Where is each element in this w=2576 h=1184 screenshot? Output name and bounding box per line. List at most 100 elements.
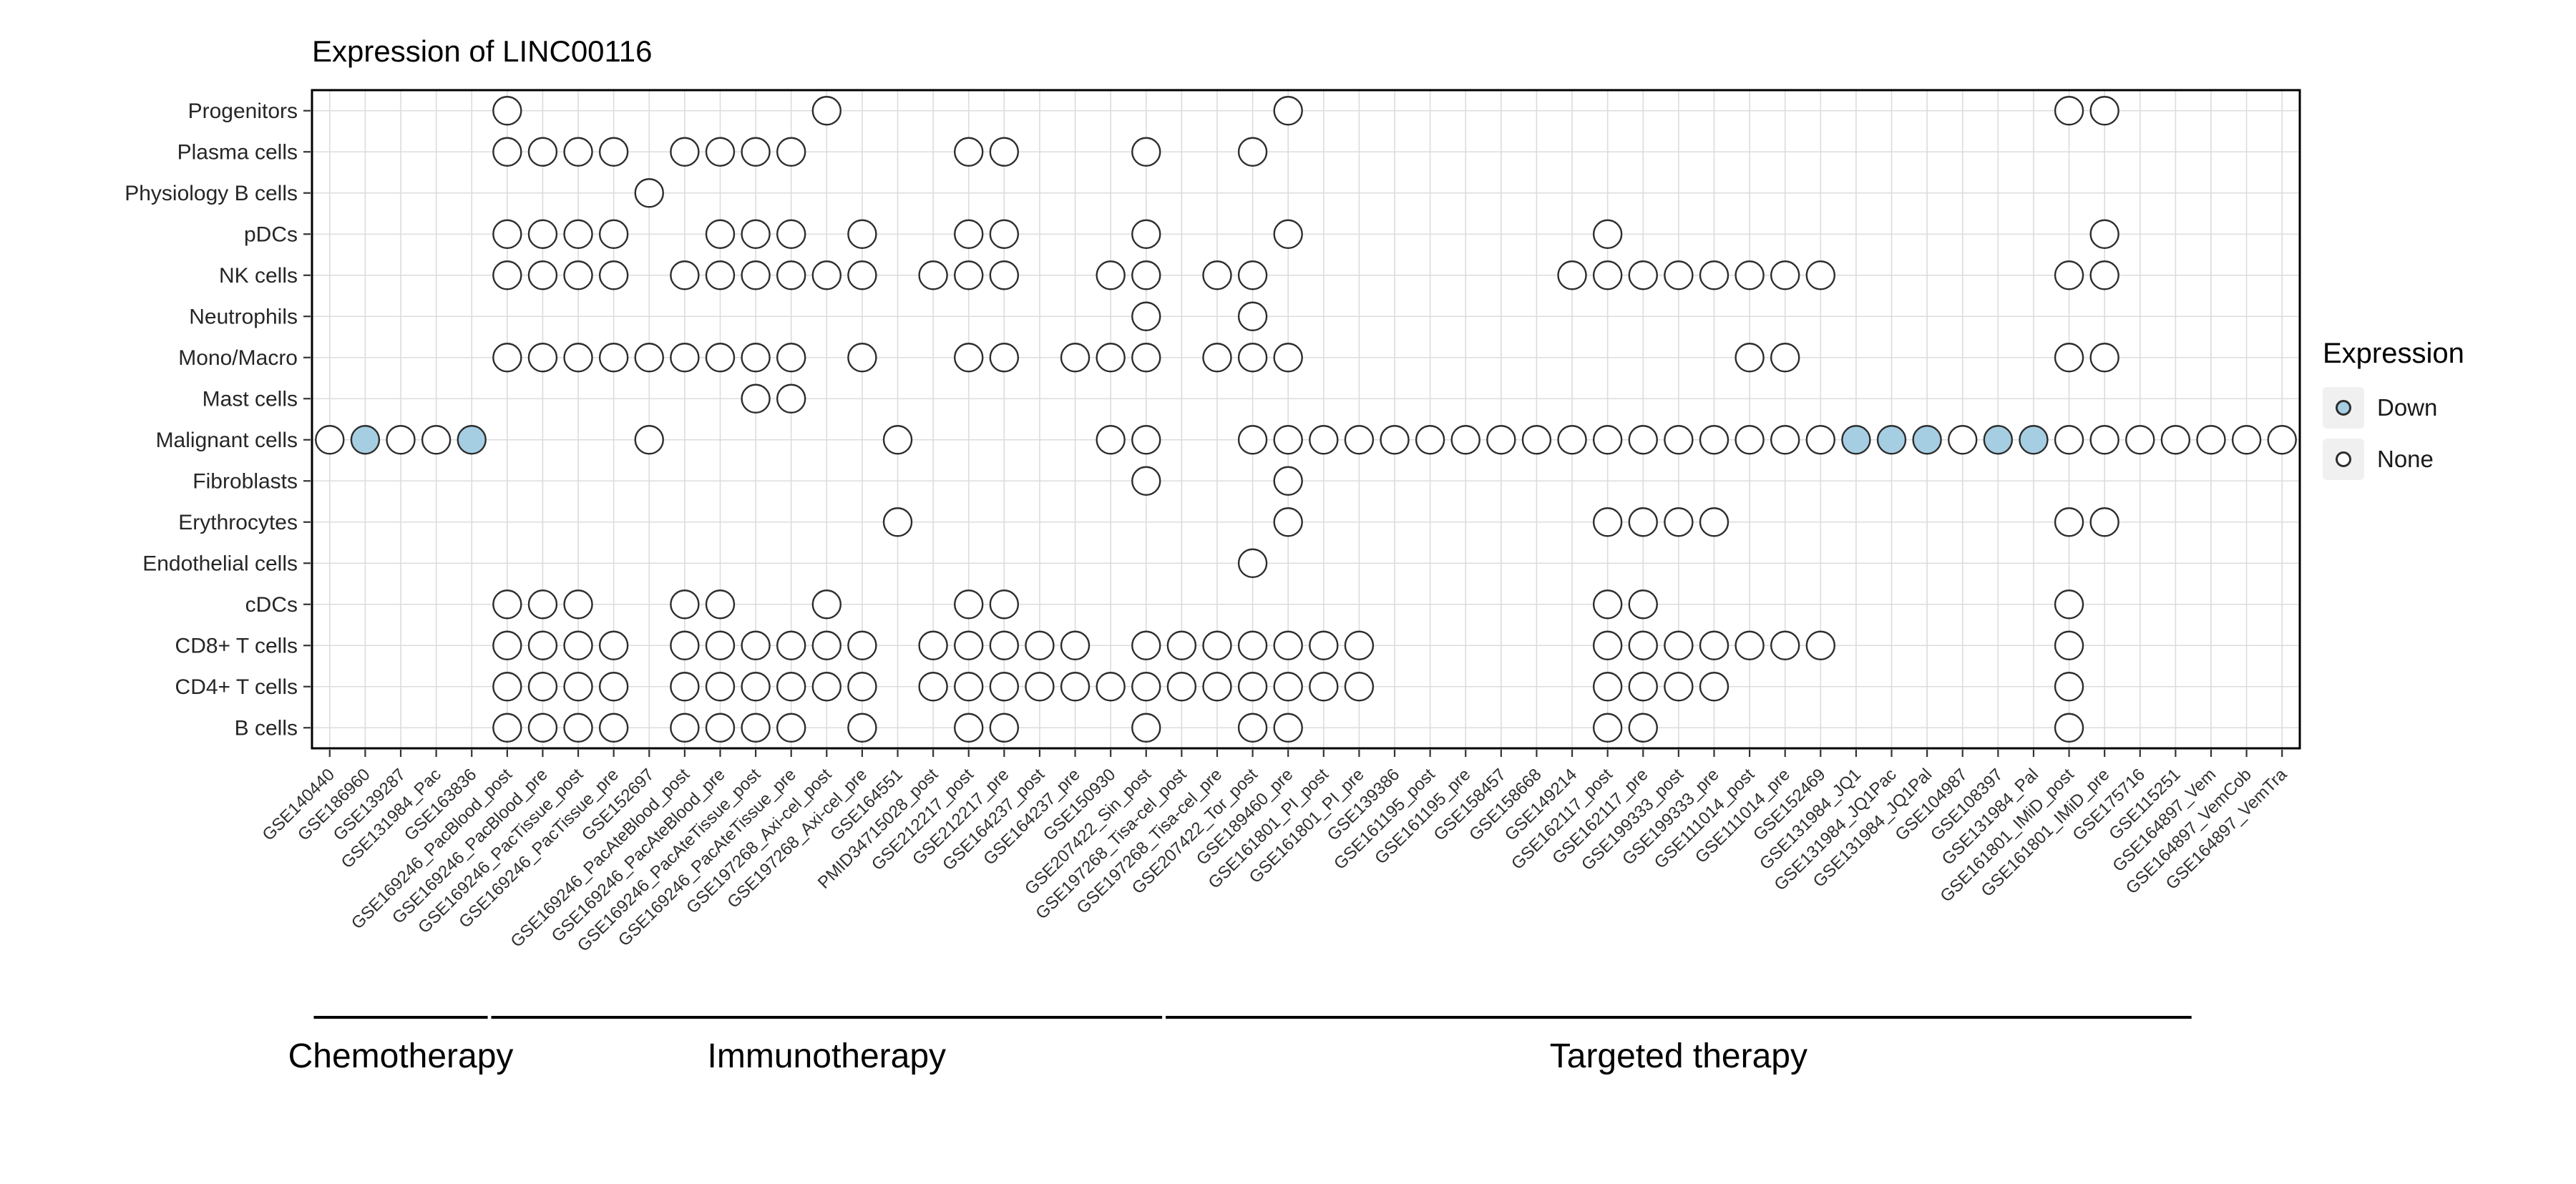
expression-dot-none [1699, 260, 1729, 290]
expression-dot-none [954, 672, 984, 702]
expression-dot-none [1557, 260, 1587, 290]
expression-dot-none [705, 630, 736, 660]
expression-dot-none [954, 713, 984, 743]
y-axis-label: Mono/Macro [178, 346, 298, 370]
none-dot-icon [2336, 451, 2351, 467]
y-axis-label: CD8+ T cells [175, 634, 298, 657]
expression-dot-none [1237, 301, 1268, 331]
expression-dot-none [2267, 425, 2297, 455]
expression-dot-none [527, 343, 558, 373]
expression-dot-none [776, 343, 806, 373]
expression-dot-none [1131, 713, 1161, 743]
expression-dot-none [598, 260, 629, 290]
expression-dot-none [527, 137, 558, 167]
expression-dot-none [741, 343, 771, 373]
legend-key [2323, 439, 2364, 480]
expression-dot-none [1450, 425, 1480, 455]
expression-dot-none [1131, 260, 1161, 290]
expression-dot-none [670, 343, 700, 373]
y-axis-label: NK cells [219, 264, 298, 288]
expression-dot-none [776, 383, 806, 414]
expression-dot-none [918, 260, 948, 290]
expression-dot-none [1060, 630, 1091, 660]
expression-dot-none [492, 672, 522, 702]
expression-dot-none [492, 96, 522, 126]
expression-dot-none [741, 672, 771, 702]
expression-dot-none [954, 219, 984, 249]
expression-dot-none [1699, 630, 1729, 660]
expression-dot-none [847, 343, 877, 373]
expression-dot-none [1237, 137, 1268, 167]
expression-dot-none [1273, 672, 1303, 702]
expression-dot-none [1735, 343, 1765, 373]
expression-dot-none [563, 713, 593, 743]
expression-dot-none [2054, 507, 2084, 537]
expression-dot-none [2054, 425, 2084, 455]
legend-item-down: Down [2323, 387, 2464, 429]
expression-dot-down [2019, 425, 2049, 455]
expression-dot-none [989, 672, 1020, 702]
expression-dot-none [882, 425, 913, 455]
expression-dot-none [847, 672, 877, 702]
expression-dot-none [705, 137, 736, 167]
expression-dot-none [1699, 425, 1729, 455]
y-axis-label: Mast cells [203, 387, 298, 411]
expression-dot-none [563, 260, 593, 290]
expression-dot-down [1912, 425, 1942, 455]
y-axis-label: Endothelial cells [142, 552, 298, 575]
expression-dot-none [598, 343, 629, 373]
expression-dot-none [1592, 260, 1623, 290]
expression-dot-none [670, 672, 700, 702]
expression-dot-none [1202, 672, 1232, 702]
expression-dot-none [2125, 425, 2155, 455]
expression-dot-none [1060, 343, 1091, 373]
expression-dot-none [1273, 630, 1303, 660]
expression-dot-none [1948, 425, 1978, 455]
down-dot-icon [2336, 400, 2351, 416]
expression-dot-none [1380, 425, 1410, 455]
expression-dot-none [527, 219, 558, 249]
expression-dot-none [705, 589, 736, 620]
expression-dot-none [1237, 672, 1268, 702]
chart-title: Expression of LINC00116 [312, 34, 653, 68]
expression-dot-none [1096, 343, 1126, 373]
expression-dot-none [527, 630, 558, 660]
expression-dot-none [776, 219, 806, 249]
expression-dot-none [1805, 260, 1836, 290]
expression-dot-none [811, 96, 842, 126]
y-axis-label: cDCs [245, 593, 298, 617]
expression-dot-none [705, 672, 736, 702]
expression-dot-none [1664, 425, 1694, 455]
expression-dot-none [989, 219, 1020, 249]
expression-dot-none [1237, 630, 1268, 660]
y-axis-label: Fibroblasts [192, 469, 298, 493]
expression-dot-none [563, 672, 593, 702]
expression-dot-none [2054, 343, 2084, 373]
expression-dot-none [1273, 425, 1303, 455]
expression-dot-down [1876, 425, 1907, 455]
legend-key [2323, 387, 2364, 429]
expression-dot-none [670, 260, 700, 290]
expression-dot-none [563, 589, 593, 620]
expression-dot-none [776, 630, 806, 660]
expression-dot-none [1805, 425, 1836, 455]
expression-dot-none [989, 589, 1020, 620]
group-label: Targeted therapy [1550, 1037, 1807, 1075]
expression-dot-none [1309, 630, 1339, 660]
expression-dot-none [954, 589, 984, 620]
expression-dot-none [1060, 672, 1091, 702]
expression-dot-none [2231, 425, 2262, 455]
expression-dot-none [1237, 343, 1268, 373]
expression-dot-none [2089, 260, 2119, 290]
expression-dot-none [847, 630, 877, 660]
expression-dot-none [1770, 343, 1800, 373]
expression-dot-none [1415, 425, 1445, 455]
expression-dot-none [1237, 425, 1268, 455]
expression-dot-none [1699, 507, 1729, 537]
expression-dot-none [741, 137, 771, 167]
legend-label-down: Down [2377, 394, 2438, 421]
expression-dot-none [811, 672, 842, 702]
expression-dot-none [1344, 630, 1375, 660]
expression-dot-none [1131, 137, 1161, 167]
expression-dot-none [1237, 260, 1268, 290]
